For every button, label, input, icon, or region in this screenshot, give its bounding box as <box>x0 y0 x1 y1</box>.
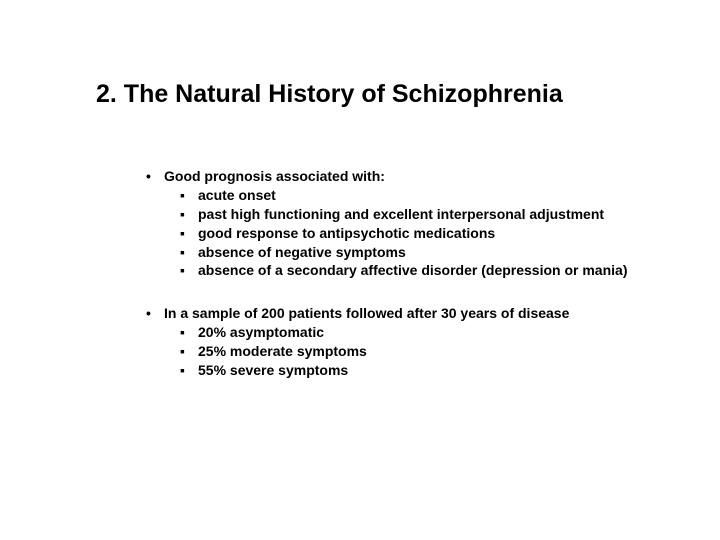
bullet-lvl2-text: 25% moderate symptoms <box>198 342 367 361</box>
bullet-lvl2-text: past high functioning and excellent inte… <box>198 205 604 224</box>
bullet-lvl2-text: acute onset <box>198 186 276 205</box>
slide-title: 2. The Natural History of Schizophrenia <box>96 80 640 109</box>
bullet-lvl2: ▪ good response to antipsychotic medicat… <box>146 224 640 243</box>
bullet-square-icon: ▪ <box>180 323 198 342</box>
bullet-lvl2-text: absence of negative symptoms <box>198 243 406 262</box>
bullet-lvl2: ▪ absence of a secondary affective disor… <box>146 261 640 280</box>
slide: 2. The Natural History of Schizophrenia … <box>0 0 720 540</box>
bullet-dot-icon: • <box>146 167 164 186</box>
bullet-square-icon: ▪ <box>180 342 198 361</box>
bullet-lvl2-text: 55% severe symptoms <box>198 361 348 380</box>
slide-content: • Good prognosis associated with: ▪ acut… <box>96 167 640 380</box>
bullet-lvl2: ▪ 20% asymptomatic <box>146 323 640 342</box>
bullet-lvl1-text: In a sample of 200 patients followed aft… <box>164 304 569 323</box>
bullet-lvl1: • In a sample of 200 patients followed a… <box>146 304 640 323</box>
spacer <box>146 280 640 304</box>
bullet-square-icon: ▪ <box>180 186 198 205</box>
bullet-square-icon: ▪ <box>180 361 198 380</box>
bullet-dot-icon: • <box>146 304 164 323</box>
bullet-lvl2-text: 20% asymptomatic <box>198 323 324 342</box>
bullet-lvl2-text: absence of a secondary affective disorde… <box>198 261 627 280</box>
bullet-square-icon: ▪ <box>180 261 198 280</box>
bullet-lvl2: ▪ 25% moderate symptoms <box>146 342 640 361</box>
bullet-square-icon: ▪ <box>180 224 198 243</box>
bullet-lvl1-text: Good prognosis associated with: <box>164 167 385 186</box>
bullet-lvl2: ▪ 55% severe symptoms <box>146 361 640 380</box>
bullet-lvl2: ▪ absence of negative symptoms <box>146 243 640 262</box>
bullet-lvl2-text: good response to antipsychotic medicatio… <box>198 224 495 243</box>
bullet-square-icon: ▪ <box>180 243 198 262</box>
bullet-square-icon: ▪ <box>180 205 198 224</box>
bullet-lvl2: ▪ past high functioning and excellent in… <box>146 205 640 224</box>
bullet-lvl1: • Good prognosis associated with: <box>146 167 640 186</box>
bullet-lvl2: ▪ acute onset <box>146 186 640 205</box>
